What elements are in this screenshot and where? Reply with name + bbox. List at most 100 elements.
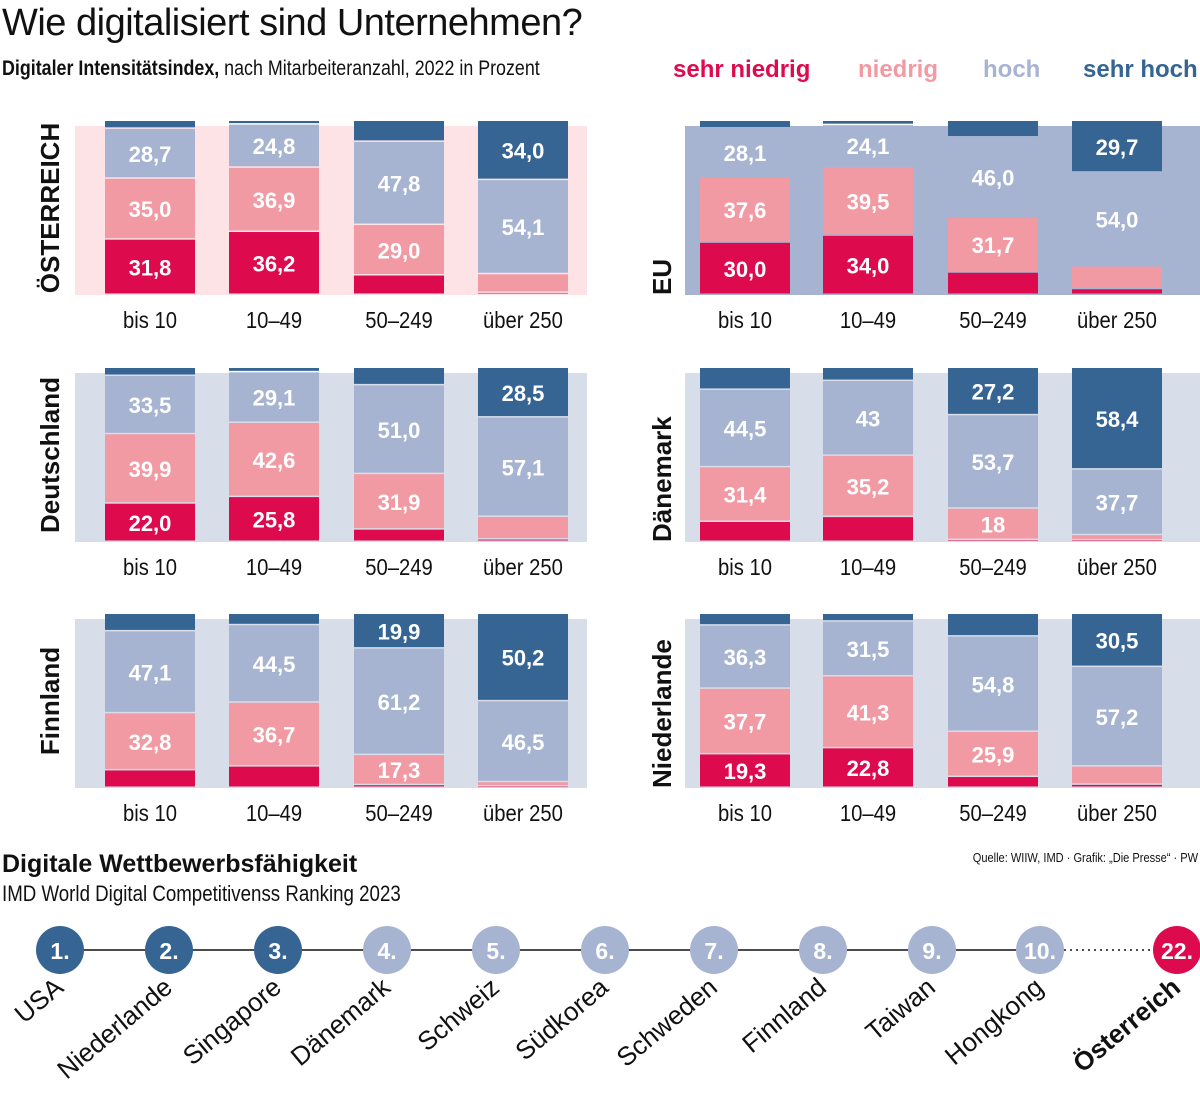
- bar-segment: [229, 497, 319, 541]
- bar-segment: [1072, 266, 1162, 288]
- bar-segment: [700, 625, 790, 688]
- bar-segment: [948, 731, 1038, 776]
- data-label: 46,0: [972, 166, 1015, 191]
- rank-circle: [363, 926, 411, 974]
- bar-segment: [1072, 121, 1162, 172]
- data-label: 28,5: [502, 381, 545, 406]
- data-label: 29,1: [253, 386, 296, 411]
- bar-segment: [105, 713, 195, 769]
- x-tick-label: über 250: [483, 307, 563, 334]
- bar-segment: [1072, 784, 1162, 787]
- data-label: 44,5: [253, 652, 296, 677]
- rank-number: 10.: [1024, 938, 1056, 964]
- bar-segment: [823, 614, 913, 621]
- bar-segment: [700, 242, 790, 294]
- bar-segment: [700, 521, 790, 541]
- bar-segment: [823, 167, 913, 235]
- rank-country: Finnland: [736, 972, 832, 1059]
- rank-number: 1.: [50, 938, 69, 964]
- data-label: 32,8: [129, 730, 172, 755]
- rank-circle: [254, 926, 302, 974]
- bar-segment: [948, 777, 1038, 787]
- bar-segment: [354, 141, 444, 224]
- ranking-title: Digitale Wettbewerbsfähigkeit: [2, 850, 358, 878]
- data-label: 57,1: [502, 455, 545, 480]
- x-tick-label: über 250: [483, 554, 563, 581]
- rank-country: Taiwan: [860, 972, 941, 1047]
- bar-segment: [948, 614, 1038, 636]
- data-label: 44,5: [724, 417, 767, 442]
- rank-number: 9.: [922, 938, 941, 964]
- bar-segment: [1072, 289, 1162, 294]
- data-label: 35,2: [847, 474, 890, 499]
- bar-segment: [1072, 766, 1162, 784]
- bar-segment: [229, 422, 319, 496]
- x-tick-label: über 250: [1077, 554, 1157, 581]
- bar-segment: [478, 614, 568, 700]
- bar-segment: [823, 455, 913, 516]
- bar-segment: [823, 368, 913, 380]
- data-label: 33,5: [129, 393, 172, 418]
- x-tick-label: bis 10: [718, 800, 772, 827]
- bar-segment: [823, 125, 913, 166]
- bar-segment: [354, 529, 444, 541]
- bar-segment: [948, 137, 1038, 217]
- data-label: 37,6: [724, 198, 767, 223]
- bar-segment: [948, 415, 1038, 508]
- x-tick-label: 50–249: [959, 307, 1027, 334]
- data-label: 37,7: [724, 710, 767, 735]
- bar-segment: [229, 372, 319, 422]
- data-label: 54,8: [972, 672, 1015, 697]
- bar-segment: [229, 232, 319, 294]
- panel-label: Dänemark: [647, 416, 677, 542]
- bar-segment: [823, 517, 913, 541]
- bar-segment: [700, 121, 790, 127]
- rank-country: Hongkong: [939, 972, 1049, 1071]
- data-label: 42,6: [253, 448, 296, 473]
- x-tick-label: 10–49: [246, 307, 302, 334]
- bar-segment: [948, 121, 1038, 137]
- x-tick-label: 10–49: [840, 307, 896, 334]
- rank-country: Schweiz: [411, 972, 504, 1057]
- rank-circle: [908, 926, 956, 974]
- bar-segment: [823, 621, 913, 675]
- data-label: 28,7: [129, 142, 172, 167]
- bar-segment: [478, 368, 568, 417]
- bar-segment: [105, 434, 195, 503]
- x-tick-label: 50–249: [365, 554, 433, 581]
- data-label: 35,0: [129, 197, 172, 222]
- legend-sehr-hoch: sehr hoch: [1083, 56, 1198, 83]
- subtitle-bold: Digitaler Intensitätsindex,: [2, 57, 220, 80]
- data-label: 18: [981, 512, 1005, 537]
- bar-segment: [700, 128, 790, 176]
- rank-country: Dänemark: [285, 971, 397, 1072]
- legend-sehr-niedrig: sehr niedrig: [673, 56, 811, 83]
- bar-segment: [105, 503, 195, 541]
- bar-segment: [823, 748, 913, 787]
- panel-label: EU: [647, 259, 677, 295]
- bar-segment: [1072, 368, 1162, 469]
- data-label: 50,2: [502, 646, 545, 671]
- data-label: 30,5: [1096, 629, 1139, 654]
- rank-circle: [472, 926, 520, 974]
- data-label: 36,9: [253, 188, 296, 213]
- subtitle-rest: nach Mitarbeiteranzahl, 2022 in Prozent: [219, 57, 540, 80]
- rank-circle: [1016, 926, 1064, 974]
- panel-label: Finnland: [35, 647, 65, 755]
- rank-circle: [581, 926, 629, 974]
- data-label: 58,4: [1096, 407, 1140, 432]
- bar-segment: [1072, 535, 1162, 539]
- bar-segment: [700, 614, 790, 625]
- rank-number: 5.: [486, 938, 505, 964]
- rank-number: 7.: [704, 938, 723, 964]
- bar-segment: [354, 785, 444, 787]
- data-label: 34,0: [847, 253, 890, 278]
- data-label: 31,5: [847, 637, 890, 662]
- bar-segment: [354, 614, 444, 648]
- bar-segment: [478, 539, 568, 541]
- data-label: 31,8: [129, 255, 172, 280]
- x-tick-label: über 250: [1077, 307, 1157, 334]
- data-label: 25,8: [253, 508, 296, 533]
- data-label: 36,7: [253, 723, 296, 748]
- bar-segment: [105, 239, 195, 294]
